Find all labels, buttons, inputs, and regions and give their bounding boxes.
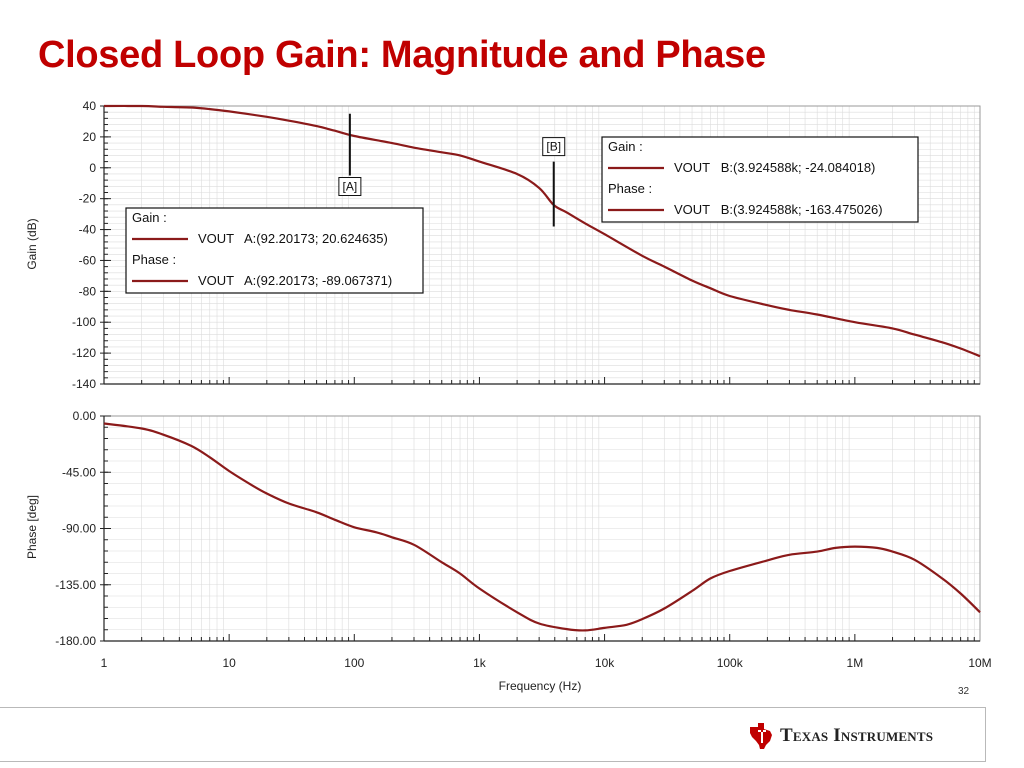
phase-y-tick-label: -90.00 [62, 522, 96, 536]
bode-plot: 40 20 0 -20 -40 -60 -80 -100 -120 -140 0.00 -45.00… [25, 99, 992, 693]
footer-bar [0, 707, 986, 762]
legend-phase-entry-a: VOUT A:(92.20173; -89.067371) [198, 273, 392, 288]
legend-phase-entry-b: VOUT B:(3.924588k; -163.475026) [674, 202, 883, 217]
frequency-tick-label: 100 [344, 656, 364, 670]
gain-y-tick-label: 0 [89, 161, 96, 175]
cursor-label-box-b [542, 137, 566, 157]
frequency-axis-label: Frequency (Hz) [499, 679, 582, 693]
frequency-tick-label: 1M [847, 656, 864, 670]
phase-y-tick-label: -45.00 [62, 465, 96, 479]
gain-y-tick-label: 40 [83, 99, 97, 113]
gain-y-tick-label: -120 [72, 346, 96, 360]
page-number: 32 [958, 686, 970, 697]
legend-gain-entry-b: VOUT B:(3.924588k; -24.084018) [674, 160, 875, 175]
phase-y-tick-label: -135.00 [55, 578, 96, 592]
phase-trace-vout [103, 422, 981, 632]
frequency-tick-label: 1 [101, 656, 108, 670]
frequency-tick-label: 1k [473, 656, 487, 670]
gain-y-tick-label: -140 [72, 377, 96, 391]
phase-y-tick-label: 0.00 [73, 409, 97, 423]
brand: Texas Instruments [748, 720, 933, 752]
frequency-tick-label: 10k [595, 656, 615, 670]
gain-trace-vout [103, 104, 981, 358]
legend-gain-heading-b: Gain : [608, 139, 643, 154]
legend-box-a [125, 207, 424, 294]
brand-name: Texas Instruments [780, 725, 934, 746]
gain-y-tick-label: -40 [79, 223, 97, 237]
phase-axis-label: Phase [deg] [25, 495, 39, 559]
phase-y-tick-label: -180.00 [55, 634, 96, 648]
legend-gain-heading-a: Gain : [132, 210, 167, 225]
frequency-tick-label: 10M [968, 656, 991, 670]
legends: Gain : VOUT A:(92.20173; 20.624635) Phase … [125, 136, 919, 294]
gain-y-tick-label: -20 [79, 192, 97, 206]
frequency-tick-label: 100k [717, 656, 744, 670]
slide-title: Closed Loop Gain: Magnitude and Phase [38, 34, 766, 76]
gain-y-tick-label: -60 [79, 253, 97, 267]
cursor-label-b: [B] [546, 140, 561, 154]
cursor-label-box-a [338, 177, 362, 196]
phase-axes: 0.00 -45.00 -90.00 -135.00 -180.00 1 10 100 1k 10… [55, 409, 991, 670]
cursor-label-a: [A] [343, 180, 358, 194]
traces [103, 104, 981, 632]
gain-axes: 40 20 0 -20 -40 -60 -80 -100 -120 -140 [72, 99, 981, 391]
frequency-tick-label: 10 [222, 656, 236, 670]
markers: [A] [B] [338, 113, 566, 227]
legend-phase-heading-b: Phase : [608, 181, 652, 196]
legend-gain-entry-a: VOUT A:(92.20173; 20.624635) [198, 231, 388, 246]
gain-axis-label: Gain (dB) [25, 218, 39, 269]
gain-y-tick-label: -100 [72, 315, 96, 329]
phase-grid [104, 415, 980, 642]
legend-box-b [601, 136, 919, 223]
gain-y-tick-label: 20 [83, 130, 97, 144]
ti-logo-icon [750, 723, 772, 749]
gain-y-tick-label: -80 [79, 284, 97, 298]
legend-phase-heading-a: Phase : [132, 252, 176, 267]
